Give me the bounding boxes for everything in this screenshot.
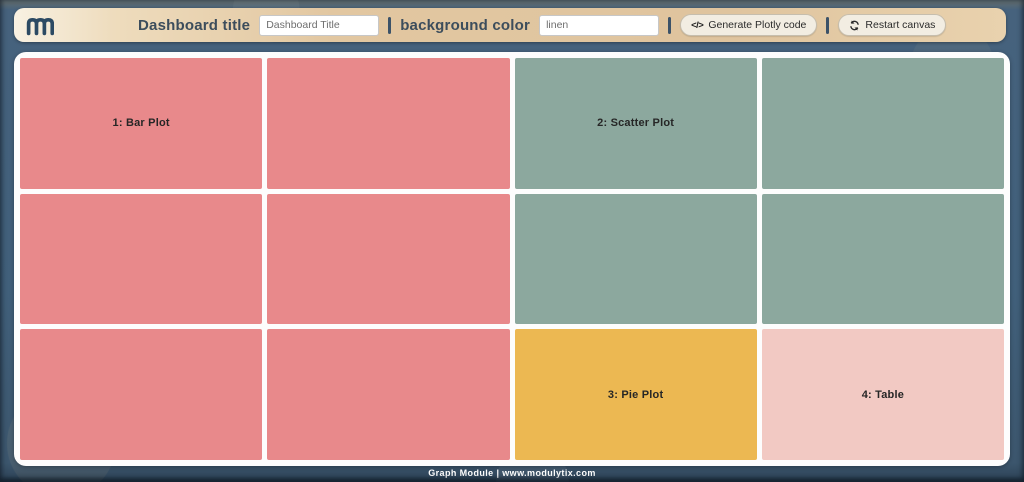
grid-cell-r2c3[interactable]	[514, 193, 757, 325]
background-color-label: background color	[400, 16, 531, 34]
grid-cell-r3c3[interactable]: 3: Pie Plot	[514, 329, 757, 460]
separator-bar	[826, 16, 830, 34]
grid-cell-r1c4[interactable]	[761, 58, 1004, 189]
restart-canvas-button[interactable]: Restart canvas	[838, 14, 947, 36]
plot-label-pie: 3: Pie Plot	[607, 388, 664, 401]
grid-cell-r3c1[interactable]	[20, 329, 263, 460]
background-color-input[interactable]	[539, 14, 660, 36]
grid-cell-r1c3[interactable]: 2: Scatter Plot	[514, 58, 757, 189]
grid-cell-r3c2[interactable]	[267, 329, 510, 460]
header-controls: Dashboard title background color </> Gen…	[138, 14, 947, 36]
plot-label-scatter: 2: Scatter Plot	[597, 117, 675, 130]
generate-plotly-code-button[interactable]: </> Generate Plotly code	[680, 14, 818, 36]
refresh-icon	[850, 20, 860, 30]
grid-cell-r2c1[interactable]	[20, 193, 263, 325]
modulytix-logo	[26, 15, 54, 36]
code-icon: </>	[691, 19, 704, 31]
restart-button-label: Restart canvas	[865, 19, 936, 31]
generate-button-label: Generate Plotly code	[708, 19, 807, 31]
grid-cell-r2c4[interactable]	[761, 193, 1004, 325]
grid-cell-r1c1[interactable]: 1: Bar Plot	[20, 58, 263, 189]
plot-label-table: 4: Table	[861, 388, 905, 401]
dashboard-canvas: 1: Bar Plot 2: Scatter Plot 3: Pie Plot …	[14, 52, 1010, 466]
dashboard-title-label: Dashboard title	[138, 16, 251, 34]
plot-label-bar: 1: Bar Plot	[112, 117, 170, 130]
grid-cell-r2c2[interactable]	[267, 193, 510, 325]
grid-cell-r3c4[interactable]: 4: Table	[761, 329, 1004, 460]
grid-cell-r1c2[interactable]	[267, 58, 510, 189]
separator-bar	[668, 16, 672, 34]
separator-bar	[388, 16, 392, 34]
dashboard-title-input[interactable]	[259, 14, 380, 36]
header-toolbar: Dashboard title background color </> Gen…	[14, 8, 1006, 42]
logo-m-icon	[26, 17, 54, 35]
footer-branding: Graph Module | www.modulytix.com	[428, 468, 596, 478]
